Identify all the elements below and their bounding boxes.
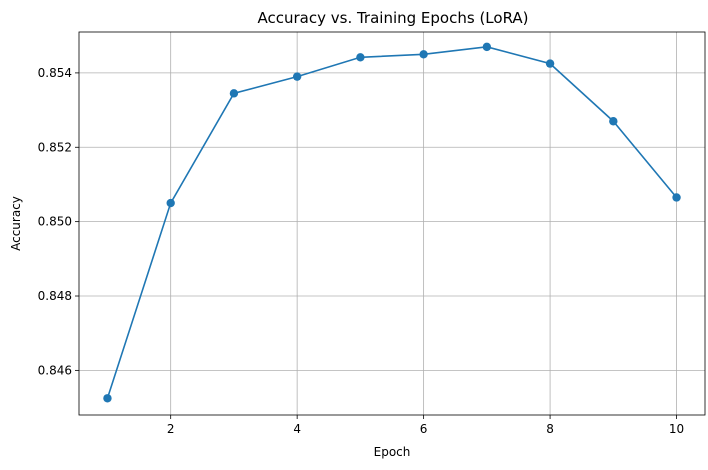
y-tick-label: 0.848 xyxy=(38,289,72,303)
data-point xyxy=(419,50,428,59)
chart-title: Accuracy vs. Training Epochs (LoRA) xyxy=(258,9,529,27)
data-point xyxy=(482,42,492,52)
y-tick-label: 0.854 xyxy=(38,66,72,80)
plot-frame xyxy=(78,31,706,416)
x-tick-label: 6 xyxy=(420,422,428,436)
data-point xyxy=(292,72,302,81)
x-axis-label: Epoch xyxy=(374,445,411,459)
y-tick-label: 0.852 xyxy=(38,140,72,154)
data-point xyxy=(609,117,618,126)
grid-lines xyxy=(79,32,705,415)
data-point xyxy=(545,59,555,68)
data-point xyxy=(103,394,112,403)
x-tick-label: 8 xyxy=(546,422,554,436)
data-point xyxy=(672,193,681,202)
x-tick-label: 2 xyxy=(167,422,175,436)
series-line xyxy=(106,46,678,399)
series-layer xyxy=(103,42,681,403)
axis-ticks: 2 4 6 8 10 0.846 0.848 0.850 0.852 0.854 xyxy=(38,66,685,436)
data-point xyxy=(356,53,365,62)
y-axis-label: Accuracy xyxy=(9,196,23,251)
data-point xyxy=(229,89,239,98)
y-tick-label: 0.850 xyxy=(38,215,72,229)
x-tick-label: 4 xyxy=(293,422,301,436)
x-tick-label: 10 xyxy=(669,422,684,436)
data-point xyxy=(166,198,175,208)
y-tick-label: 0.846 xyxy=(38,363,72,377)
